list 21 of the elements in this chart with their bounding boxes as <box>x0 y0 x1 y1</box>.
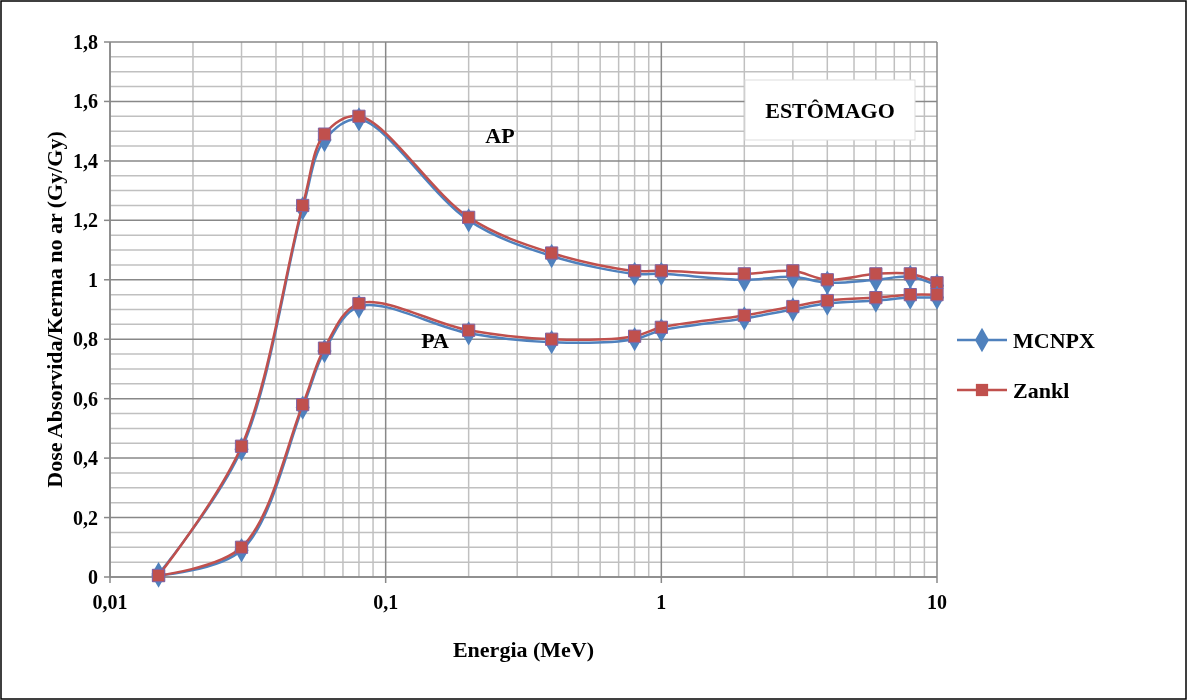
y-tick-label: 0,8 <box>73 328 98 351</box>
annotation: AP <box>485 122 515 148</box>
y-tick-label: 0,6 <box>73 387 98 410</box>
y-axis-title: Dose Absorvida/Kerma no ar (Gy/Gy) <box>42 131 67 488</box>
y-tick-label: 1,6 <box>73 90 98 113</box>
x-tick-label: 10 <box>927 591 947 613</box>
text: ESTÔMAGO <box>765 97 895 123</box>
y-tick-label: 1 <box>88 268 98 291</box>
legend-label: MCNPX <box>1013 327 1095 353</box>
annotation: PA <box>421 327 449 353</box>
x-tick-label: 0,1 <box>373 591 399 613</box>
x-tick-label: 1 <box>656 591 667 613</box>
x-axis-title: Energia (MeV) <box>452 637 595 662</box>
y-tick-label: 0,4 <box>73 447 98 470</box>
y-tick-label: 0,2 <box>73 506 98 529</box>
y-tick-label: 1,2 <box>73 209 98 232</box>
y-tick-label: 1,4 <box>73 149 98 172</box>
legend-label: Zankl <box>1013 377 1070 403</box>
y-tick-label: 0 <box>88 566 98 588</box>
y-tick-label: 1,8 <box>73 31 98 53</box>
x-tick-label: 0,01 <box>92 591 128 613</box>
